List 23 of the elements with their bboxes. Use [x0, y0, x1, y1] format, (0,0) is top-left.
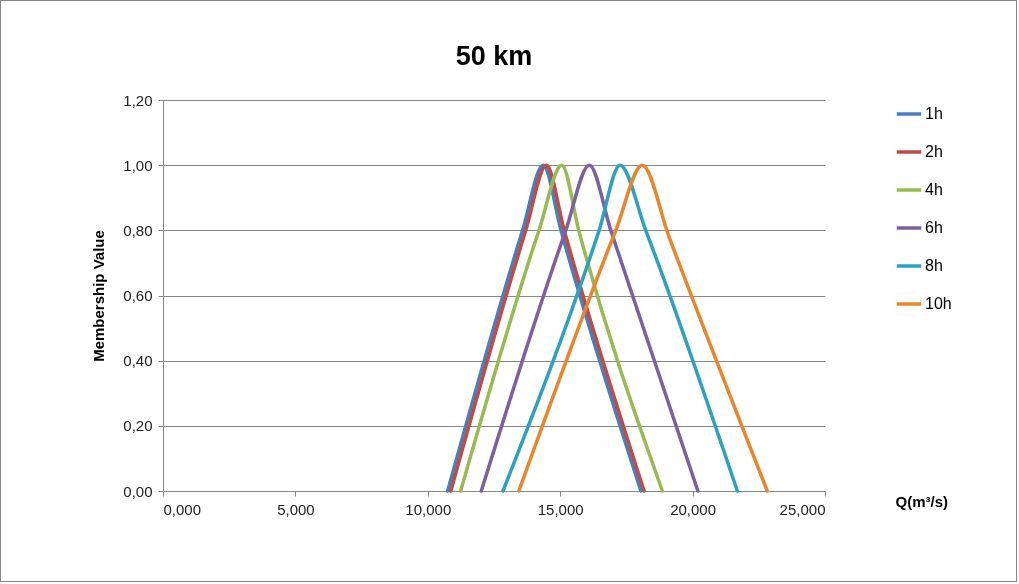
- x-axis-title: Q(m³/s): [895, 492, 948, 510]
- x-tick-label: 0,000: [163, 500, 202, 518]
- x-tick-label: 25,000: [779, 500, 826, 518]
- line-series: [517, 163, 770, 493]
- y-axis-title: Membership Value: [90, 230, 108, 362]
- x-tick-label: 20,000: [670, 500, 717, 518]
- y-tick-label: 0,20: [123, 417, 153, 435]
- y-tick-label: 0,60: [123, 287, 153, 304]
- y-tick-label: 0,40: [123, 352, 153, 370]
- legend-label: 8h: [925, 257, 943, 274]
- x-tick-label: 15,000: [537, 500, 584, 518]
- y-tick-label: 1,00: [123, 156, 153, 174]
- y-tick-label: 0,80: [123, 221, 153, 239]
- legend-label: 1h: [925, 105, 943, 122]
- chart-title: 50 km: [455, 41, 533, 71]
- y-tick-label: 1,20: [123, 91, 153, 109]
- legend-label: 6h: [925, 219, 943, 236]
- legend-label: 4h: [925, 181, 943, 198]
- x-tick-label: 10,000: [405, 500, 452, 518]
- legend-label: 2h: [925, 143, 943, 160]
- y-tick-label: 0,00: [123, 482, 153, 500]
- legend-label: 10h: [925, 295, 952, 312]
- x-tick-label: 5,000: [277, 500, 315, 518]
